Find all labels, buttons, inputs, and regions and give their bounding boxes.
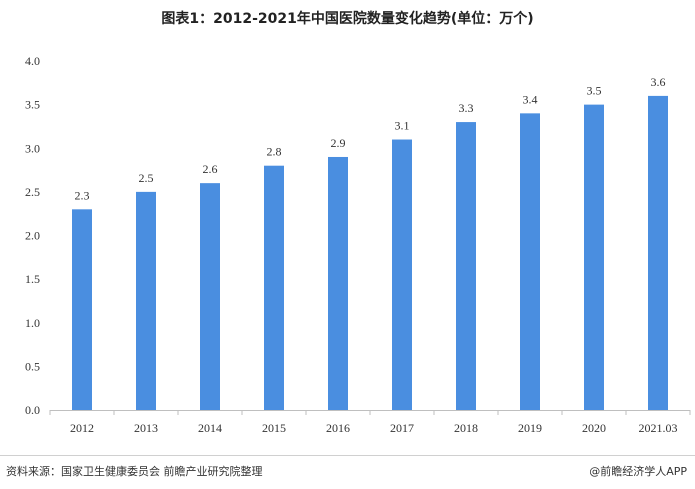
x-tick-label: 2013 <box>134 421 158 435</box>
x-tick-label: 2017 <box>390 421 414 435</box>
bar <box>264 165 284 410</box>
data-label: 2.6 <box>203 162 218 176</box>
y-tick-label: 4.0 <box>25 54 40 68</box>
x-tick-label: 2012 <box>70 421 94 435</box>
bars <box>72 95 668 411</box>
y-tick-label: 2.0 <box>25 229 40 243</box>
y-axis: 0.0 0.5 1.0 1.5 2.0 2.5 3.0 3.5 4.0 <box>25 54 40 417</box>
bar <box>328 156 348 410</box>
bar <box>200 183 220 410</box>
bar <box>456 122 476 410</box>
x-tick-label: 2015 <box>262 421 286 435</box>
x-tick-label: 2016 <box>326 421 350 435</box>
x-tick-label: 2021.03 <box>639 421 678 435</box>
data-label: 3.4 <box>523 92 538 106</box>
footer-divider <box>0 455 695 456</box>
data-label: 2.5 <box>139 171 154 185</box>
data-label: 2.9 <box>331 136 346 150</box>
y-tick-label: 1.5 <box>25 272 40 286</box>
x-tick-label: 2020 <box>582 421 606 435</box>
source-note: 资料来源：国家卫生健康委员会 前瞻产业研究院整理 <box>6 465 263 478</box>
x-axis: 2012 2013 2014 2015 2016 2017 2018 2019 2020 2021… <box>49 410 691 435</box>
y-tick-label: 3.5 <box>25 98 40 112</box>
bar <box>584 104 604 410</box>
y-tick-label: 1.0 <box>25 316 40 330</box>
y-tick-label: 0.5 <box>25 359 40 373</box>
data-labels: 2.3 2.5 2.6 2.8 2.9 3.1 3.3 3.4 3.5 3.6 <box>75 75 666 202</box>
x-tick-label: 2018 <box>454 421 478 435</box>
bar <box>72 209 92 410</box>
x-tick-label: 2019 <box>518 421 542 435</box>
bar <box>136 191 156 410</box>
bar <box>392 139 412 410</box>
bar <box>648 95 668 411</box>
data-label: 3.6 <box>651 75 666 89</box>
data-label: 2.3 <box>75 188 90 202</box>
data-label: 3.1 <box>395 119 410 133</box>
x-tick-label: 2014 <box>198 421 222 435</box>
y-tick-label: 0.0 <box>25 403 40 417</box>
data-label: 3.3 <box>459 101 474 115</box>
chart-title: 图表1：2012-2021年中国医院数量变化趋势(单位：万个) <box>161 11 534 27</box>
bar <box>520 113 540 410</box>
data-label: 3.5 <box>587 84 602 98</box>
data-label: 2.8 <box>267 145 282 159</box>
y-tick-label: 2.5 <box>25 185 40 199</box>
y-tick-label: 3.0 <box>25 141 40 155</box>
brand-credit: @前瞻经济学人APP <box>589 465 687 478</box>
